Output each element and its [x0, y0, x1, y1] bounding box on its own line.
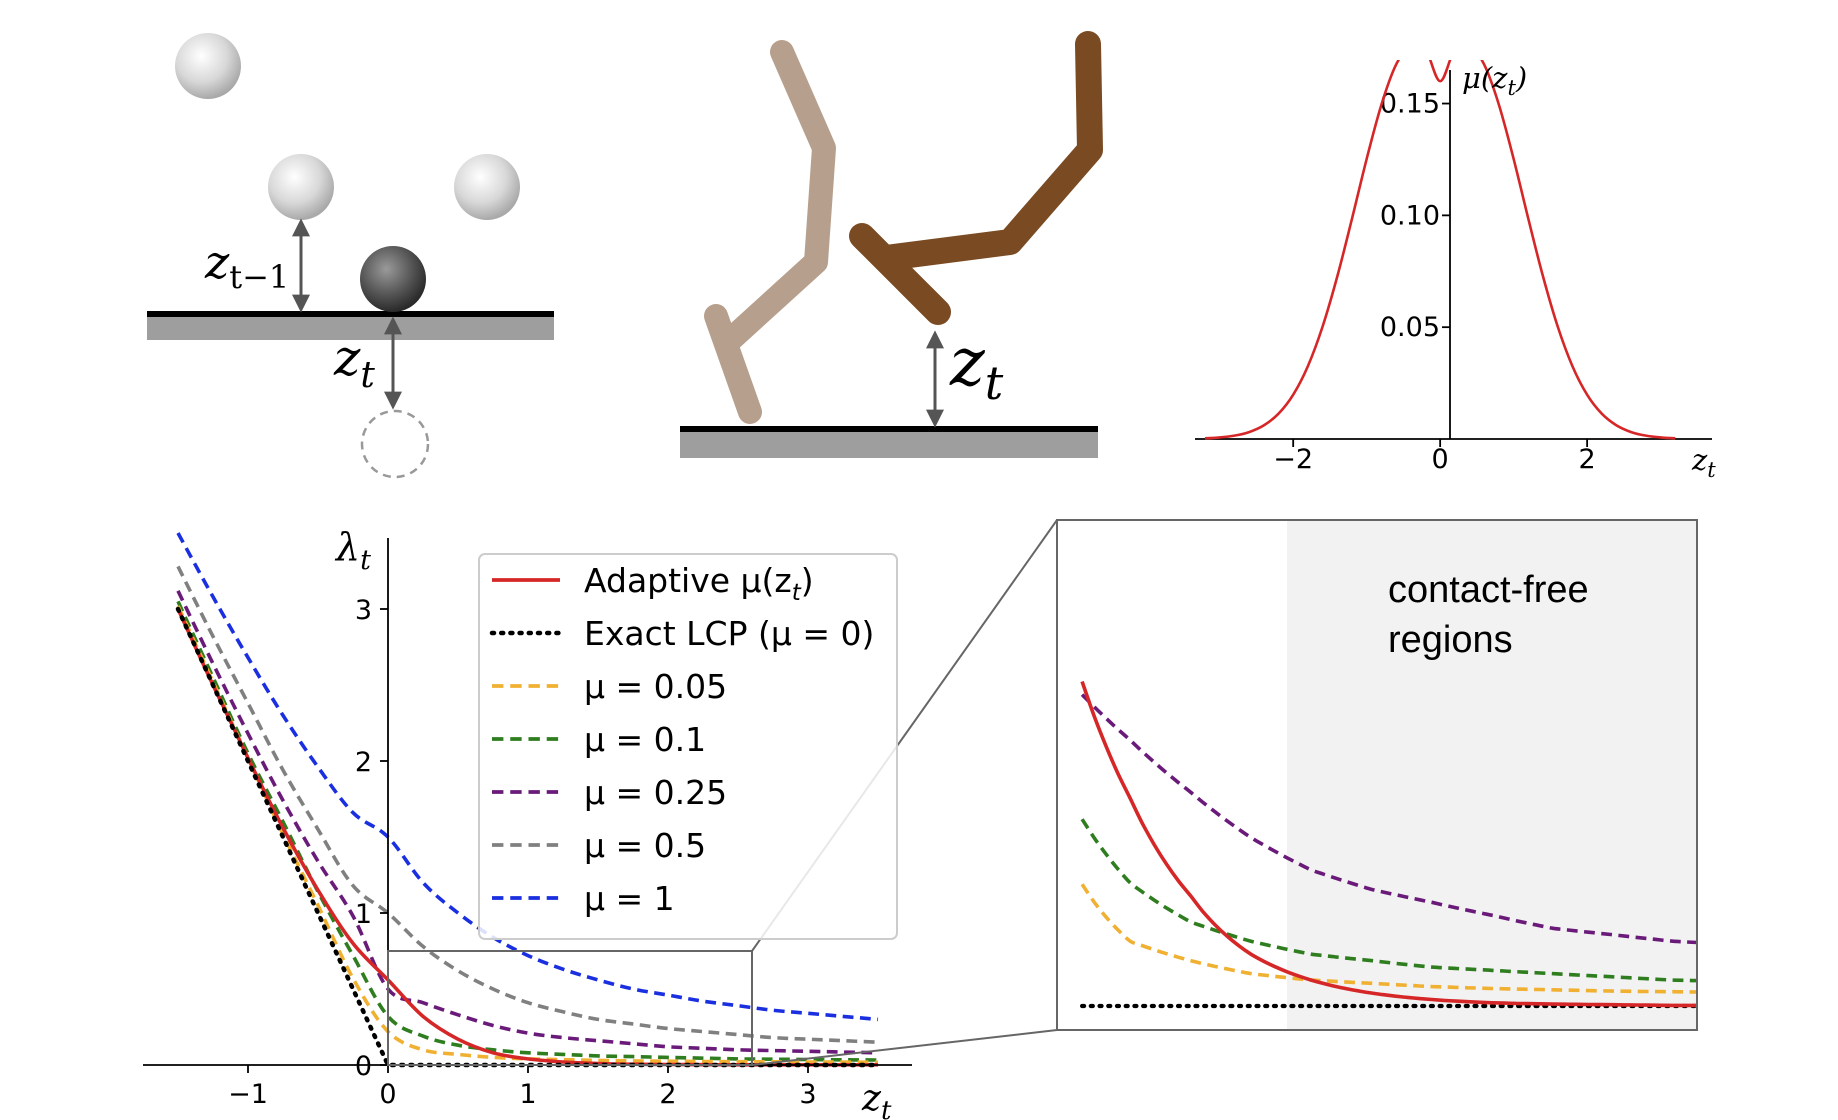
legend-label: μ = 0.5 [584, 826, 706, 865]
legend-entry: Exact LCP (μ = 0) [489, 614, 874, 653]
main-y-tick-label: 1 [355, 899, 372, 930]
legend-entry: μ = 0.5 [492, 826, 706, 865]
robot-panel: zt [680, 31, 1103, 458]
mu-y-label: μ(zt) [1462, 61, 1527, 100]
legend-label: μ = 0.05 [584, 667, 727, 706]
main-x-label: zt [861, 1078, 892, 1120]
legend-entry: μ = 1 [492, 879, 675, 918]
main-y-tick-label: 0 [355, 1051, 372, 1082]
robot-leg-current [849, 31, 1103, 325]
ball-ghost-top [175, 33, 241, 99]
legend-label: Adaptive μ(zt) [584, 561, 814, 606]
mu-x-tick-label: 0 [1432, 444, 1449, 475]
zoom-connector-bottom [751, 1029, 1058, 1066]
robot-ground-base [680, 432, 1098, 458]
contact-free-label-line2: regions [1388, 619, 1513, 661]
mu-y-tick-label: 0.15 [1380, 89, 1440, 120]
robot-leg-ghost [704, 40, 836, 424]
legend-entry: Adaptive μ(zt) [492, 561, 814, 606]
ball-penetration-ghost [360, 409, 430, 479]
main-x-tick-label: 1 [519, 1079, 536, 1110]
label-z-prev: zt−1 [204, 235, 289, 296]
main-series-line [176, 590, 879, 1055]
legend-label: μ = 0.1 [584, 720, 706, 759]
ball-ghost-left [268, 154, 334, 220]
mu-x-tick-label: 2 [1579, 444, 1596, 475]
main-series-line [176, 600, 879, 1062]
legend-entry: μ = 0.05 [492, 667, 727, 706]
main-x-tick-label: 0 [379, 1079, 396, 1110]
legend-frame [478, 553, 898, 940]
ball-panel: zt−1 zt [147, 33, 554, 479]
main-y-tick-label: 3 [355, 595, 372, 626]
ball-ghost-right [454, 154, 520, 220]
zoom-series-line [1080, 680, 1697, 1008]
lambda-main-chart: −1 0 1 2 3 0 1 2 3 λt zt [143, 525, 912, 1120]
mu-y-tick-label: 0.05 [1380, 312, 1440, 343]
mu-series-line [1204, 60, 1676, 440]
contact-free-region [1287, 521, 1696, 1029]
lambda-zoom-chart: contact-free regions [1056, 519, 1698, 1031]
zoom-box [387, 950, 753, 1066]
label-z-curr: zt [333, 329, 375, 396]
main-series-line [176, 532, 879, 1022]
main-x-tick-label: 2 [659, 1079, 676, 1110]
zoom-series-line [1080, 883, 1697, 994]
zoom-series-line [1080, 693, 1697, 945]
legend-label: Exact LCP (μ = 0) [584, 614, 874, 653]
robot-ground-surface [680, 426, 1098, 432]
main-x-tick-label: 3 [799, 1079, 816, 1110]
mu-curve-chart: −2 0 2 0.05 0.10 0.15 μ(zt) zt [1195, 60, 1716, 482]
legend-label: μ = 1 [584, 879, 675, 918]
robot-label-z: zt [949, 324, 1004, 410]
mu-x-label: zt [1691, 443, 1716, 482]
main-y-label: λt [334, 525, 371, 576]
main-series-line [176, 565, 879, 1044]
zoom-series-line [1080, 818, 1697, 983]
legend: Adaptive μ(zt) Exact LCP (μ = 0) μ = 0.05 μ… [478, 553, 898, 940]
ground-base [147, 316, 554, 340]
contact-free-label: contact-free [1388, 569, 1589, 611]
legend-entry: μ = 0.25 [492, 773, 727, 812]
main-x-tick-label: −1 [228, 1079, 268, 1110]
main-y-tick-label: 2 [355, 747, 372, 778]
ball-current [360, 246, 426, 312]
legend-label: μ = 0.25 [584, 773, 727, 812]
zoom-frame [1056, 519, 1698, 1031]
mu-x-tick-label: −2 [1273, 444, 1313, 475]
ground-surface [147, 311, 554, 317]
legend-entry: μ = 0.1 [492, 720, 706, 759]
mu-y-tick-label: 0.10 [1380, 200, 1440, 231]
